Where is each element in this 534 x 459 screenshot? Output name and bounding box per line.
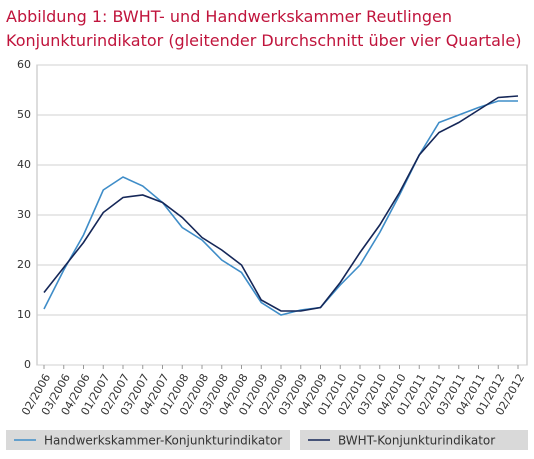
legend-label: BWHT-Konjunkturindikator <box>338 434 495 448</box>
legend-bg <box>300 430 528 450</box>
series-line <box>43 100 518 316</box>
y-tick-label: 40 <box>17 158 31 171</box>
series-line <box>43 95 519 312</box>
y-tick-label: 60 <box>17 58 31 71</box>
y-tick-label: 30 <box>17 208 31 221</box>
chart-title: Abbildung 1: BWHT- und Handwerkskammer R… <box>6 7 452 26</box>
y-tick-label: 10 <box>17 308 31 321</box>
y-tick-label: 20 <box>17 258 31 271</box>
legend-label: Handwerkskammer-Konjunkturindikator <box>44 434 282 448</box>
y-tick-label: 0 <box>24 358 31 371</box>
legend-bg <box>6 430 290 450</box>
y-tick-label: 50 <box>17 108 31 121</box>
chart-subtitle: Konjunkturindikator (gleitender Durchsch… <box>6 31 521 50</box>
